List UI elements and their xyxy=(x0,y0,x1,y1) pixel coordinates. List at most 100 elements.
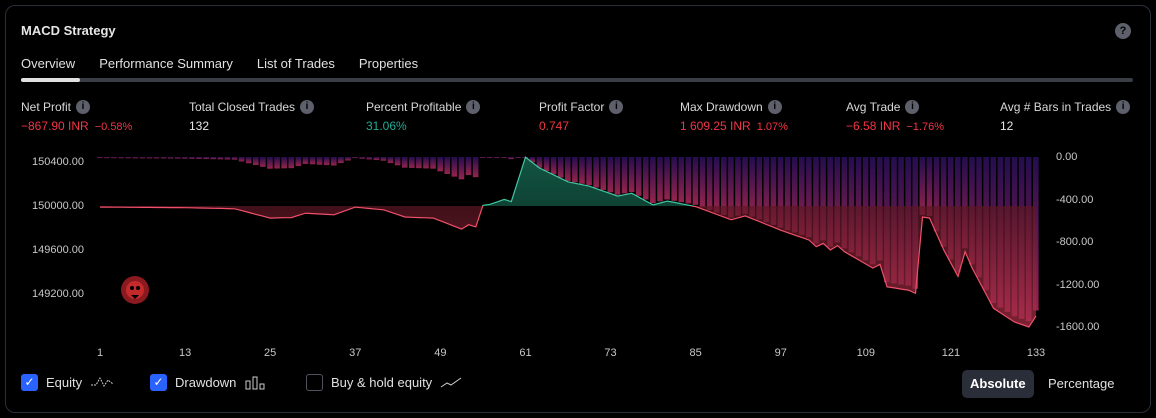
stat-value: 1 609.25 INR xyxy=(680,119,751,133)
equity-checkbox[interactable]: ✓ xyxy=(21,374,38,391)
drawdown-bar xyxy=(919,157,926,215)
buy-hold-line-icon xyxy=(440,377,462,387)
x-axis-tick: 97 xyxy=(774,347,787,359)
legend-drawdown-label: Drawdown xyxy=(175,375,237,390)
help-icon[interactable]: ? xyxy=(1115,23,1131,39)
drawdown-bar xyxy=(635,157,642,196)
drawdown-bar xyxy=(401,157,408,168)
legend-equity-label: Equity xyxy=(46,375,83,390)
left-axis-tick: 150400.00 xyxy=(32,156,84,168)
drawdown-bar xyxy=(224,157,231,160)
stat-label: Avg Trade xyxy=(846,100,901,114)
drawdown-bar xyxy=(352,157,358,159)
buy-hold-checkbox[interactable] xyxy=(306,374,323,391)
drawdown-bar xyxy=(706,157,713,210)
equity-line-above xyxy=(482,156,696,206)
drawdown-bar xyxy=(309,157,316,165)
drawdown-bar xyxy=(231,157,238,160)
equity-fill-above xyxy=(100,157,1036,206)
stat-value: 132 xyxy=(189,119,210,133)
drawdown-bar xyxy=(643,157,649,200)
x-axis-tick: 25 xyxy=(264,347,277,359)
right-axis-tick: -1200.00 xyxy=(1056,278,1100,291)
drawdown-bar xyxy=(593,157,599,188)
stat-profit-factor: Profit Factor i 0.747 xyxy=(539,100,624,133)
info-icon[interactable]: i xyxy=(1116,100,1131,114)
x-axis-tick: 109 xyxy=(856,347,875,359)
drawdown-bar xyxy=(806,157,812,238)
legend-buy-hold[interactable]: Buy & hold equity xyxy=(306,374,462,391)
drawdown-bar xyxy=(962,157,968,249)
drawdown-bar xyxy=(628,157,635,193)
drawdown-bar xyxy=(472,157,479,178)
stat-max-drawdown: Max Drawdown i 1 609.25 INR 1.07% xyxy=(680,100,788,133)
stat-value: 12 xyxy=(1000,119,1014,133)
absolute-button[interactable]: Absolute xyxy=(962,370,1034,398)
info-icon[interactable]: i xyxy=(466,100,481,114)
stat-label: Net Profit xyxy=(21,100,72,114)
info-icon[interactable]: i xyxy=(300,100,315,114)
info-icon[interactable]: i xyxy=(905,100,920,114)
x-axis-tick: 121 xyxy=(941,347,961,359)
drawdown-checkbox[interactable]: ✓ xyxy=(150,374,167,391)
info-icon[interactable]: i xyxy=(76,100,91,114)
equity-line-below xyxy=(100,206,1037,328)
legend-equity[interactable]: ✓ Equity xyxy=(21,374,114,391)
left-axis-tick: 149600.00 xyxy=(32,244,84,256)
stat-percent-profitable: Percent Profitable i 31.06% xyxy=(366,100,481,133)
drawdown-bar xyxy=(451,157,458,177)
drawdown-bar xyxy=(586,157,592,186)
right-axis-tick: 0.00 xyxy=(1056,151,1078,163)
drawdown-bar xyxy=(97,157,103,159)
drawdown-bar xyxy=(111,157,117,159)
drawdown-bar xyxy=(763,157,770,223)
drawdown-bar xyxy=(848,157,855,253)
drawdown-bar xyxy=(940,157,947,247)
drawdown-bar xyxy=(210,157,217,160)
drawdown-bar xyxy=(394,157,401,166)
info-icon[interactable]: i xyxy=(767,100,782,114)
drawdown-bar xyxy=(550,157,557,175)
legend-drawdown[interactable]: ✓ Drawdown xyxy=(150,374,266,391)
tab-list-of-trades[interactable]: List of Trades xyxy=(256,56,335,71)
drawdown-bar xyxy=(671,157,677,201)
drawdown-bar xyxy=(238,157,245,162)
stat-percent: −0.58% xyxy=(94,121,133,133)
right-axis-tick: -1600.00 xyxy=(1056,321,1100,333)
left-axis-tick: 149200.00 xyxy=(32,288,84,300)
drawdown-bar xyxy=(423,157,429,169)
legend-buy-hold-label: Buy & hold equity xyxy=(331,375,433,390)
tab-properties[interactable]: Properties xyxy=(358,56,419,71)
drawdown-bar xyxy=(813,157,819,244)
drawdown-bar xyxy=(565,157,571,181)
drawdown-bar xyxy=(323,157,330,166)
drawdown-bar xyxy=(160,157,167,159)
drawdown-bar xyxy=(331,157,337,166)
drawdown-bar xyxy=(799,157,805,235)
drawdown-bar xyxy=(685,157,692,204)
tab-performance-summary[interactable]: Performance Summary xyxy=(99,56,233,71)
drawdown-bar xyxy=(118,157,124,159)
stat-percent: −1.76% xyxy=(906,121,944,133)
info-icon[interactable]: i xyxy=(609,100,624,114)
drawdown-bar xyxy=(572,157,578,183)
drawdown-bar xyxy=(791,157,798,233)
drawdown-bar xyxy=(125,157,131,159)
drawdown-bar xyxy=(770,157,777,225)
stat-net-profit: Net Profit i −867.90 INR −0.58% xyxy=(21,100,132,133)
drawdown-bar xyxy=(600,157,607,190)
drawdown-bar xyxy=(139,157,146,159)
drawdown-bar xyxy=(295,157,302,167)
drawdown-bar xyxy=(416,157,422,169)
strategy-panel xyxy=(5,5,1151,413)
drawdown-bar xyxy=(146,157,153,159)
drawdown-bar xyxy=(316,157,323,165)
tab-overview[interactable]: Overview xyxy=(21,56,76,71)
drawdown-bar xyxy=(196,157,202,159)
drawdown-bar xyxy=(579,157,585,184)
right-axis-tick: -800.00 xyxy=(1056,236,1094,248)
stat-label: Avg # Bars in Trades xyxy=(1000,100,1112,114)
percentage-button[interactable]: Percentage xyxy=(1048,376,1115,391)
right-axis-tick: -400.00 xyxy=(1056,193,1094,206)
